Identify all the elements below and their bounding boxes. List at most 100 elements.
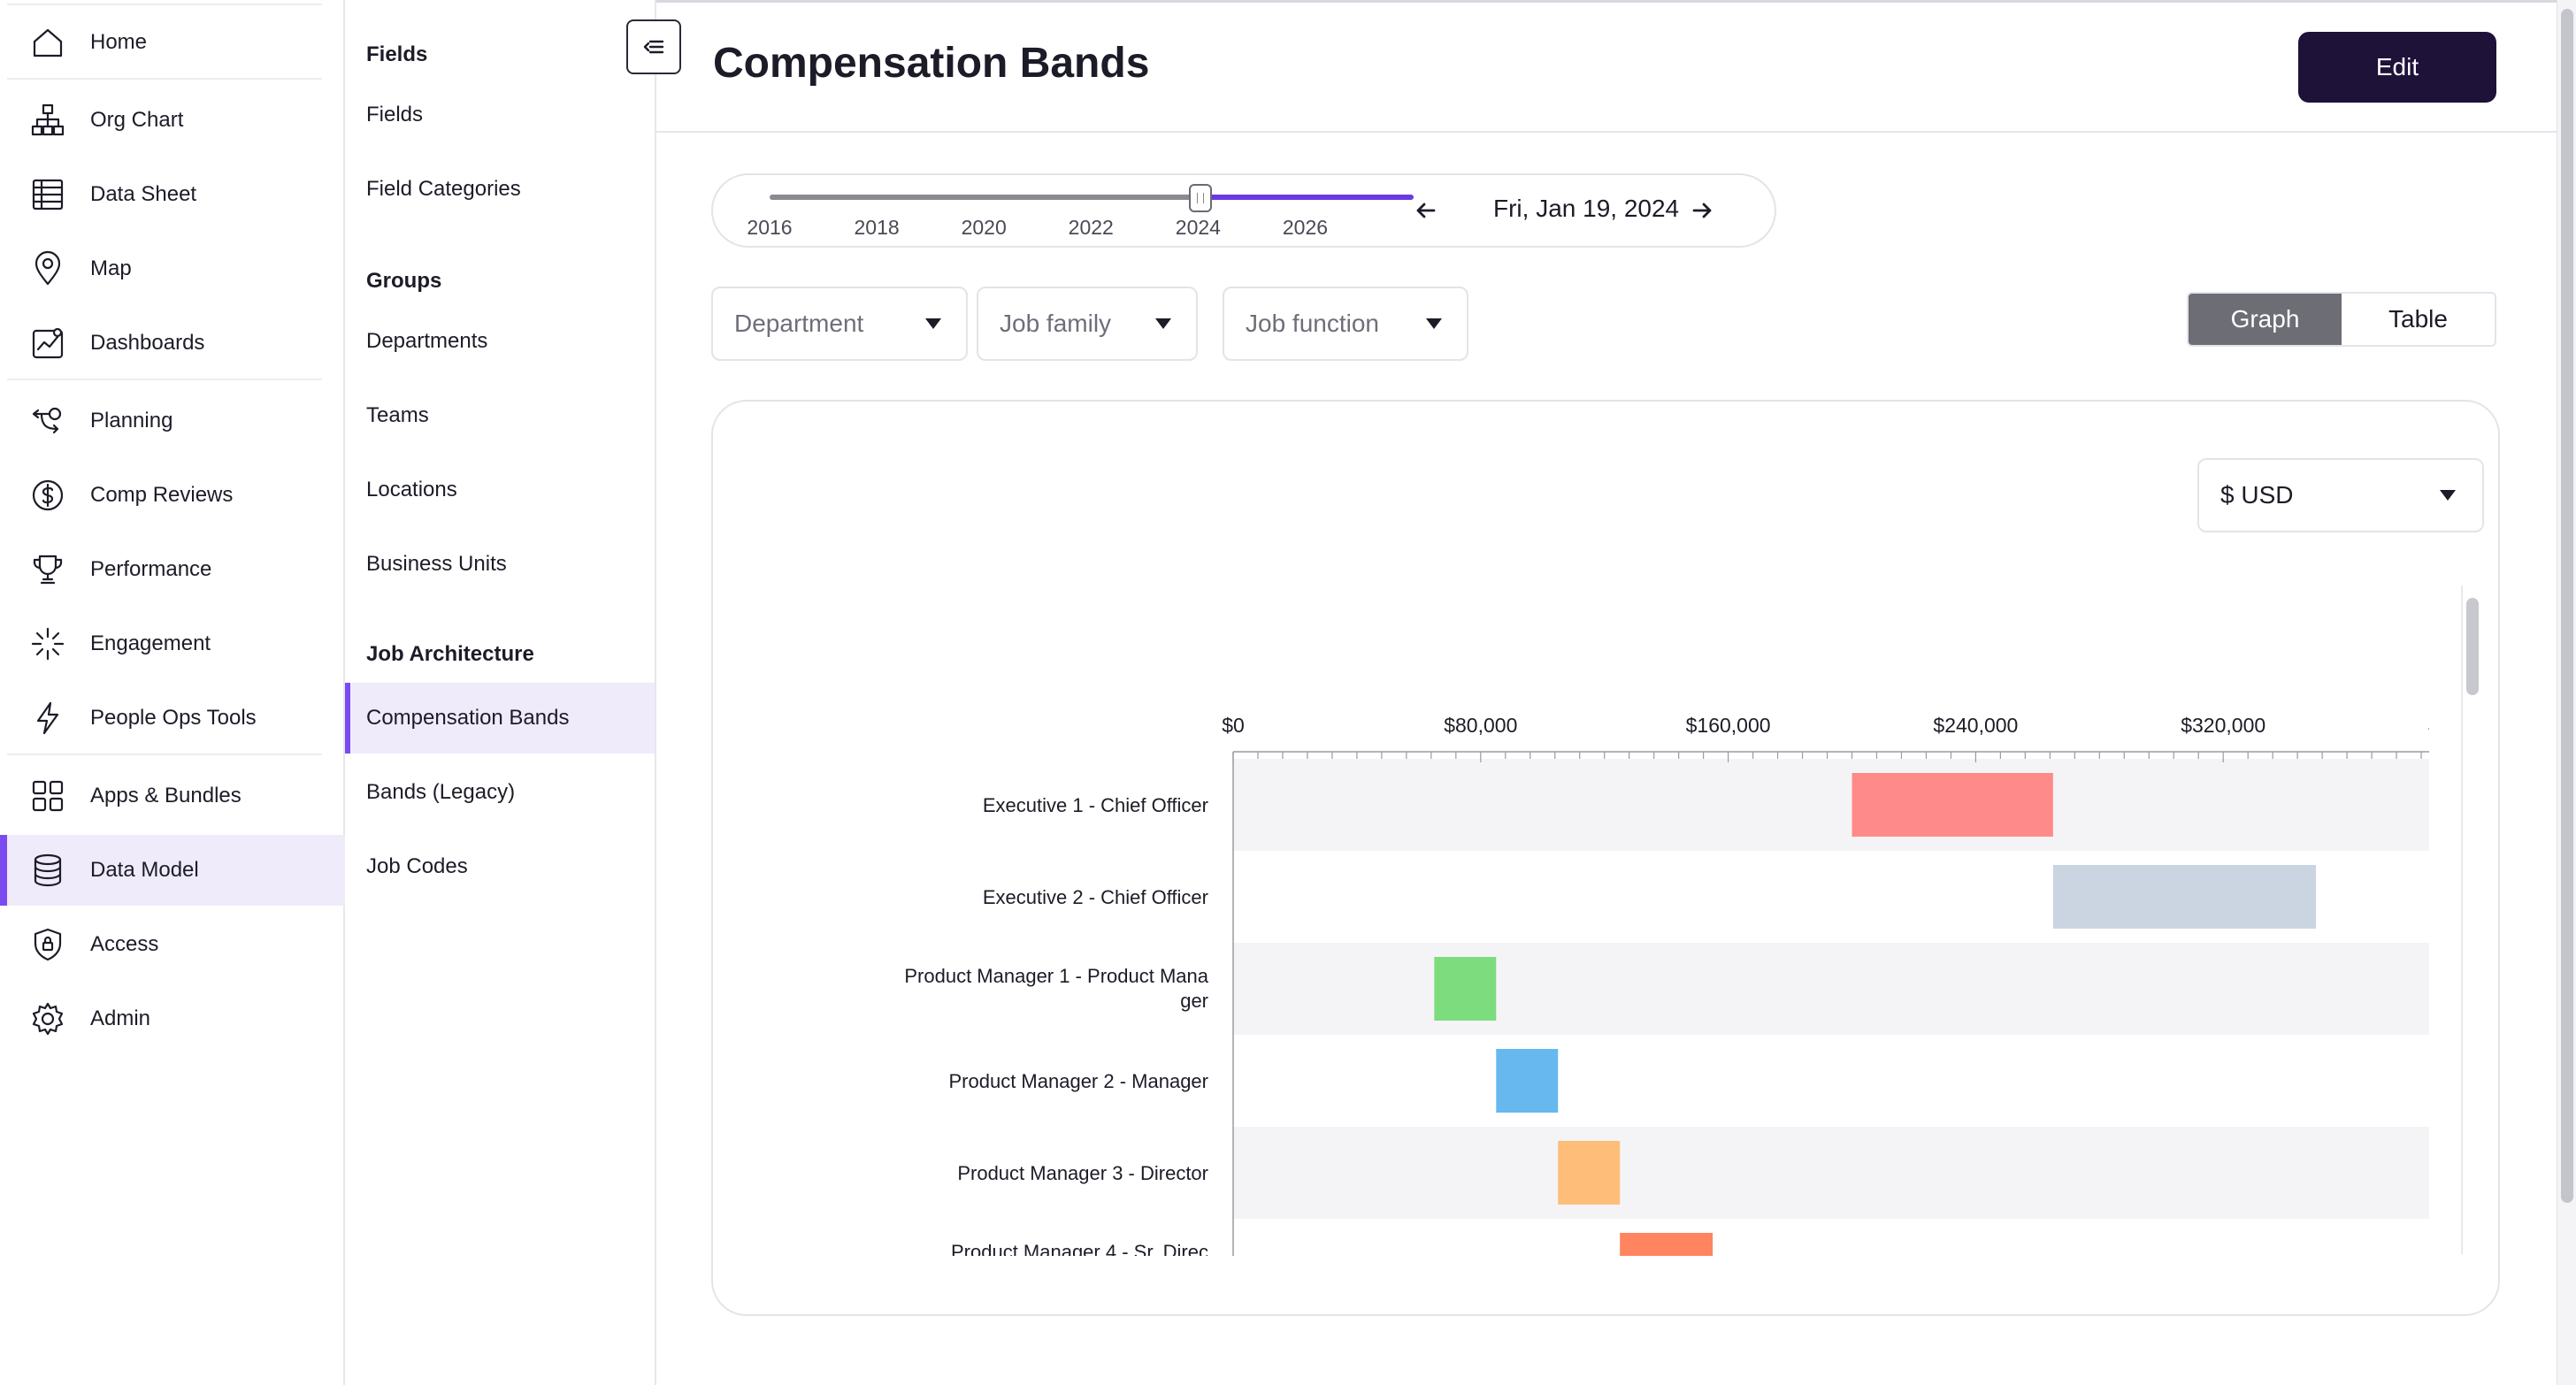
data-sheet-icon [28,175,67,214]
compensation-band-bar[interactable] [1434,957,1497,1021]
job-function-filter-label: Job function [1246,310,1379,337]
nav-item-data-sheet[interactable]: Data Sheet [7,159,345,230]
x-tick-label: $240,000 [1933,714,2018,737]
subnav-item-job-codes[interactable]: Job Codes [366,854,468,878]
department-filter[interactable]: Department [711,287,968,361]
timeline-fill [1200,195,1414,200]
table-view-button[interactable]: Table [2342,294,2495,345]
timeline-handle[interactable] [1189,184,1213,212]
nav-item-label: Comp Reviews [90,483,234,507]
grid-icon [28,777,67,815]
edit-button[interactable]: Edit [2298,32,2496,103]
subnav-item-bands-legacy-[interactable]: Bands (Legacy) [366,780,516,804]
nav-item-label: People Ops Tools [90,706,257,730]
compensation-chart-svg: $0 $80,000 $160,000 $240,000 $320,000 $400,00… [784,587,2429,1256]
home-icon [28,23,67,62]
nav-item-label: Org Chart [90,108,184,132]
subnav-item-locations[interactable]: Locations [366,478,457,501]
subnav-item-business-units[interactable]: Business Units [366,552,507,576]
nav-item-data-model[interactable]: Data Model [0,835,345,906]
compensation-band-bar[interactable] [1852,773,2053,837]
window-top-border [0,0,2576,3]
nav-item-label: Apps & Bundles [90,784,242,807]
timeline-track[interactable] [770,195,1359,200]
shield-icon [28,925,67,964]
chart-row-background [1233,1127,2429,1219]
nav-item-access[interactable]: Access [7,909,345,980]
chevron-down-icon [925,318,941,329]
x-tick-label: $80,000 [1444,714,1517,737]
currency-select-value: $ USD [2220,481,2294,509]
dashboard-icon [28,324,67,363]
chart-left-mask [784,587,791,1256]
org-chart-icon [28,101,67,140]
category-label: Product Manager 2 - Manager [949,1070,1209,1092]
timeline-year-label: 2018 [854,216,900,239]
view-toggle: Graph Table [2187,292,2496,347]
category-label: Executive 2 - Chief Officer [983,886,1208,908]
nav-item-label: Data Model [90,858,199,882]
planning-icon [28,402,67,440]
compensation-band-bar[interactable] [2052,865,2317,929]
chart-row-background [1233,943,2429,1035]
graph-view-button[interactable]: Graph [2189,294,2342,345]
subnav-item-departments[interactable]: Departments [366,329,488,353]
nav-item-planning[interactable]: Planning [7,386,345,456]
nav-item-engagement[interactable]: Engagement [7,608,345,679]
previous-date-button[interactable] [1407,191,1445,230]
nav-item-map[interactable]: Map [7,233,345,304]
page-scrollbar[interactable] [2557,0,2576,1385]
arrow-left-icon [1416,203,1436,218]
currency-select[interactable]: $ USD [2197,458,2484,532]
subnav-item-compensation-bands[interactable]: Compensation Bands [345,683,655,754]
nav-divider [7,379,322,380]
page-scrollbar-thumb[interactable] [2561,9,2573,1203]
collapse-sidebar-button[interactable] [626,19,681,74]
nav-item-label: Map [90,256,132,280]
x-tick-label: $160,000 [1686,714,1771,737]
x-tick-label: $0 [1222,714,1245,737]
nav-item-performance[interactable]: Performance [7,534,345,605]
job-family-filter[interactable]: Job family [977,287,1198,361]
chevron-down-icon [1155,318,1171,329]
category-label: Product Manager 4 - Sr. Director [951,1241,1208,1256]
nav-item-admin[interactable]: Admin [7,983,345,1054]
compensation-band-bar[interactable] [1496,1049,1559,1113]
main-nav: Home Org Chart Data Sheet Map Dashboards Plan… [0,0,345,1385]
chevron-down-icon [2440,490,2456,501]
subnav-item-fields[interactable]: Fields [366,103,424,126]
data-model-subnav: Fields Fields Field Categories Groups Depart… [345,0,681,1385]
nav-item-home[interactable]: Home [7,7,345,78]
subnav-heading-groups: Groups [366,269,442,293]
category-label-line: Product Manager 1 - Product Mana [904,965,1208,987]
compensation-band-bar[interactable] [1620,1233,1714,1256]
timeline-control: Fri, Jan 19, 2024 2016 2018 2020 2022 2024 20… [711,173,1776,248]
nav-item-comp-reviews[interactable]: Comp Reviews [7,460,345,531]
job-function-filter[interactable]: Job function [1223,287,1468,361]
nav-item-label: Dashboards [90,331,205,355]
chart-scrollbar-thumb[interactable] [2466,598,2479,695]
timeline-year-label: 2020 [961,216,1007,239]
nav-item-people-ops-tools[interactable]: People Ops Tools [7,683,345,754]
nav-divider [7,78,322,80]
nav-item-org-chart[interactable]: Org Chart [7,85,345,156]
page-title: Compensation Bands [713,40,1150,87]
main-content: Compensation Bands Edit Fri, Jan 19, 202… [656,0,2558,1385]
dollar-icon [28,476,67,515]
chart-scrollbar[interactable] [2461,585,2480,1254]
subnav-item-teams[interactable]: Teams [366,403,429,427]
category-label-line: ger [1180,990,1208,1012]
nav-divider [7,4,322,5]
page-header: Compensation Bands Edit [656,0,2558,133]
nav-item-dashboards[interactable]: Dashboards [7,308,345,379]
timeline-year-label: 2016 [747,216,793,239]
next-date-button[interactable] [1683,191,1721,230]
nav-item-label: Access [90,932,159,956]
trophy-icon [28,550,67,589]
chart-row-background [1233,1035,2429,1127]
nav-item-label: Data Sheet [90,182,197,206]
compensation-band-bar[interactable] [1558,1141,1621,1205]
nav-item-apps-bundles[interactable]: Apps & Bundles [7,761,345,831]
timeline-year-label: 2024 [1175,216,1221,239]
subnav-item-field-categories[interactable]: Field Categories [366,177,521,201]
